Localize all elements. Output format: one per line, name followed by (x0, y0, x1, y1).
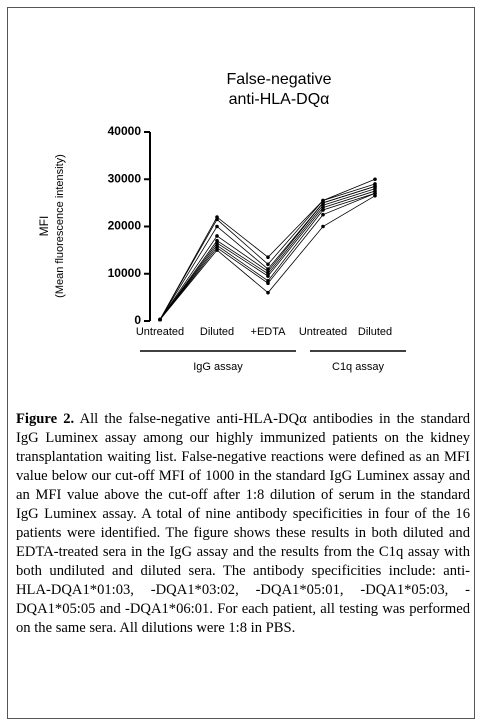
chart-subtitle: anti-HLA-DQα (229, 91, 330, 108)
figure-frame (7, 7, 475, 719)
data-point (321, 208, 325, 212)
x-tick-label: Diluted (200, 326, 234, 338)
y-axis-sublabel: (Mean fluorescence intensity) (54, 154, 66, 298)
data-point (158, 317, 162, 322)
data-point (215, 217, 219, 222)
y-tick-label: 30000 (108, 171, 142, 185)
caption-text: All the false-negative anti-HLA-DQα anti… (16, 411, 471, 636)
caption: Figure 2. All the false-negative anti-HL… (16, 410, 470, 638)
data-point (321, 224, 325, 229)
x-tick-label: Untreated (299, 326, 347, 338)
x-tick-label: +EDTA (251, 326, 287, 338)
data-point (266, 290, 270, 295)
data-point (321, 212, 325, 217)
y-tick-label: 20000 (108, 219, 142, 233)
data-point (215, 248, 219, 252)
group-label: IgG assay (193, 361, 243, 373)
series-line (159, 190, 376, 320)
y-tick-label: 10000 (108, 266, 142, 280)
data-point (373, 177, 377, 182)
y-tick-label: 0 (134, 313, 141, 327)
series-line (159, 178, 376, 320)
chart-title: False-negative (227, 71, 332, 88)
chart: False-negative anti-HLA-DQα MFI (Mean fl… (37, 71, 406, 373)
data-point (266, 281, 270, 286)
x-tick-label: Untreated (136, 326, 184, 338)
data-point (215, 224, 219, 229)
series-line (159, 188, 376, 320)
series-line (159, 183, 376, 320)
y-axis-label: MFI (37, 216, 51, 237)
data-point (373, 193, 377, 198)
y-tick-label: 40000 (108, 124, 142, 138)
caption-label: Figure 2. (16, 411, 75, 427)
x-tick-label: Diluted (358, 326, 392, 338)
data-point (215, 234, 219, 238)
group-label: C1q assay (332, 361, 384, 373)
data-point (266, 274, 270, 278)
data-point (266, 262, 270, 267)
data-point (266, 255, 270, 260)
